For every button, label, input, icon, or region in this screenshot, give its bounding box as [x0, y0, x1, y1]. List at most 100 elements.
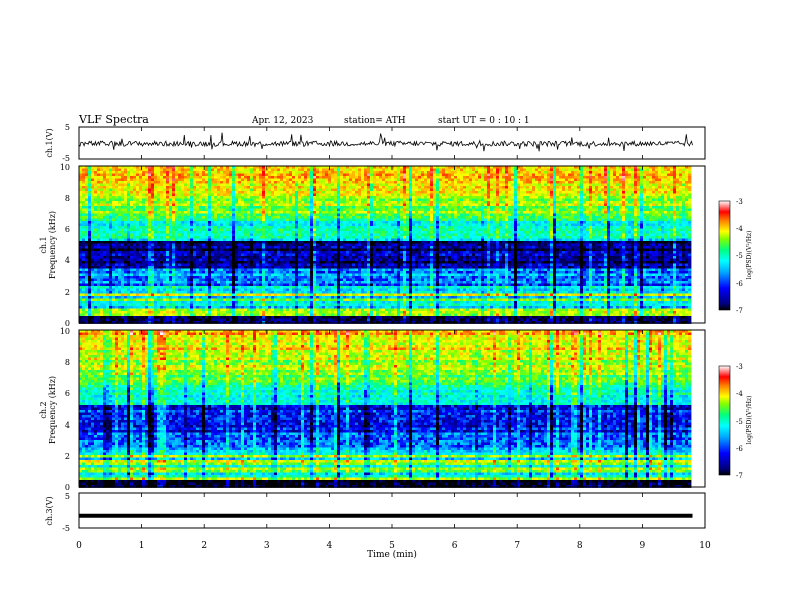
spectrogram-cell	[595, 208, 599, 212]
spectrogram-cell	[154, 198, 158, 202]
spectrogram-cell	[154, 211, 158, 214]
spectrogram-cell	[424, 223, 428, 227]
spectrogram-cell	[568, 213, 572, 217]
spectrogram-cell	[88, 168, 92, 172]
spectrogram-cell	[238, 208, 242, 212]
spectrogram-cell	[190, 218, 194, 222]
spectrogram-cell	[526, 223, 530, 227]
spectrogram-cell	[121, 213, 125, 217]
spectrogram-cell	[547, 186, 551, 189]
spectrogram-cell	[403, 171, 407, 174]
spectrogram-cell	[175, 203, 179, 207]
spectrogram-cell	[97, 196, 101, 199]
spectrogram-cell	[379, 206, 383, 209]
spectrogram-cell	[409, 201, 413, 204]
spectrogram-cell	[538, 183, 542, 187]
spectrogram-cell	[181, 221, 185, 224]
spectrogram-cell	[385, 191, 389, 194]
spectrogram-cell	[496, 168, 500, 172]
spectrogram-cell	[505, 173, 509, 177]
spectrogram-cell	[643, 211, 647, 214]
spectrogram-cell	[661, 196, 665, 199]
spectrogram-cell	[397, 196, 401, 199]
spectrogram-cell	[394, 171, 398, 174]
spectrogram-cell	[301, 206, 305, 209]
spectrogram-cell	[175, 183, 179, 187]
spectrogram-cell	[154, 183, 158, 187]
spectrogram-cell	[79, 226, 83, 229]
spectrogram-cell	[430, 201, 434, 204]
spectrogram-cell	[220, 183, 224, 187]
spectrogram-cell	[436, 216, 440, 219]
spectrogram-cell	[289, 191, 293, 194]
spectrogram-cell	[391, 171, 395, 174]
spectrogram-cell	[541, 223, 545, 227]
spectrogram-cell	[316, 178, 320, 182]
spectrogram-cell	[436, 203, 440, 207]
spectrogram-cell	[631, 203, 635, 207]
spectrogram-cell	[529, 166, 533, 169]
spectrogram-cell	[109, 196, 113, 199]
spectrogram-cell	[253, 226, 257, 229]
spectrogram-cell	[340, 206, 344, 209]
spectrogram-cell	[343, 168, 347, 172]
spectrogram-cell	[121, 196, 125, 199]
spectrogram-cell	[100, 193, 104, 197]
spectrogram-cell	[580, 168, 584, 172]
spectrogram-cell	[121, 198, 125, 202]
spectrogram-cell	[667, 178, 671, 182]
spectrogram-cell	[520, 213, 524, 217]
spectrogram-cell	[631, 176, 635, 179]
spectrogram-cell	[415, 198, 419, 202]
spectrogram-cell	[214, 216, 218, 219]
spectrogram-cell	[481, 181, 485, 184]
spectrogram-cell	[100, 213, 104, 217]
spectrogram-cell	[199, 226, 203, 229]
spectrogram-cell	[112, 191, 116, 194]
spectrogram-cell	[310, 216, 314, 219]
spectrogram-cell	[664, 213, 668, 217]
spectrogram-cell	[403, 196, 407, 199]
spectrogram-cell	[214, 223, 218, 227]
spectrogram-cell	[79, 211, 83, 214]
spectrogram-cell	[415, 188, 419, 192]
spectrogram-cell	[685, 196, 689, 199]
spectrogram-cell	[448, 221, 452, 224]
spectrogram-cell	[124, 221, 128, 224]
spectrogram-cell	[91, 171, 95, 174]
spectrogram-cell	[172, 178, 176, 182]
spectrogram-cell	[586, 171, 590, 174]
spectrogram-cell	[268, 226, 272, 229]
spectrogram-cell	[469, 178, 473, 182]
spectrogram-cell	[292, 198, 296, 202]
spectrogram-cell	[412, 173, 416, 177]
spectrogram-cell	[220, 188, 224, 192]
spectrogram-cell	[451, 203, 455, 207]
spectrogram-cell	[307, 221, 311, 224]
spectrogram-cell	[142, 196, 146, 199]
spectrogram-cell	[505, 191, 509, 194]
spectrogram-cell	[412, 218, 416, 222]
spectrogram-cell	[151, 186, 155, 189]
spectrogram-cell	[610, 196, 614, 199]
spectrogram-cell	[493, 198, 497, 202]
spectrogram-cell	[484, 211, 488, 214]
spectrogram-cell	[574, 213, 578, 217]
spectrogram-cell	[313, 188, 317, 192]
spectrogram-cell	[559, 171, 563, 174]
spectrogram-cell	[286, 173, 290, 177]
spectrogram-cell	[529, 216, 533, 219]
spectrogram-cell	[151, 178, 155, 182]
spectrogram-cell	[220, 173, 224, 177]
spectrogram-cell	[256, 183, 260, 187]
spectrogram-cell	[598, 223, 602, 227]
spectrogram-cell	[109, 176, 113, 179]
spectrogram-cell	[154, 213, 158, 217]
spectrogram-cell	[667, 183, 671, 187]
spectrogram-cell	[583, 218, 587, 222]
spectrogram-cell	[331, 208, 335, 212]
spectrogram-cell	[598, 168, 602, 172]
spectrogram-cell	[502, 223, 506, 227]
spectrogram-cell	[82, 181, 86, 184]
spectrogram-cell	[439, 171, 443, 174]
